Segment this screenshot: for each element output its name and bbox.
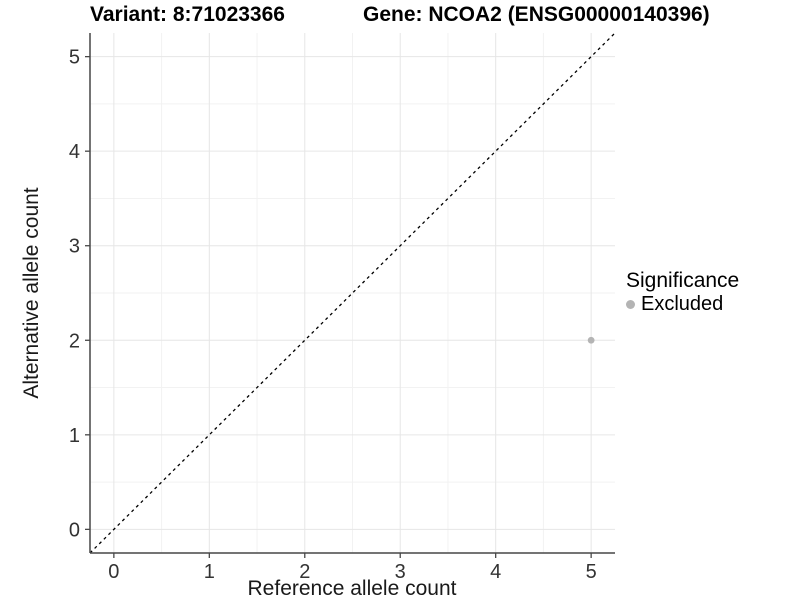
legend-entry-label: Excluded	[641, 293, 724, 315]
x-tick-label: 1	[204, 561, 215, 583]
y-tick-label: 4	[69, 141, 80, 163]
plot-title-variant: Variant: 8:71023366	[90, 3, 285, 26]
x-axis-label: Reference allele count	[247, 577, 457, 600]
y-axis-label: Alternative allele count	[20, 187, 43, 399]
x-tick-label: 5	[586, 561, 597, 583]
y-tick-label: 3	[69, 236, 80, 258]
legend-key-dot-icon	[626, 299, 635, 309]
y-tick-label: 0	[69, 519, 80, 541]
x-tick-label: 2	[299, 561, 310, 583]
y-tick-label: 5	[69, 47, 80, 69]
plot-title-gene: Gene: NCOA2 (ENSG00000140396)	[363, 3, 710, 26]
legend-title: Significance	[626, 269, 740, 292]
data-point	[587, 336, 595, 344]
legend: Significance Excluded	[626, 269, 739, 315]
y-tick-label: 1	[69, 425, 80, 447]
legend-entry: Excluded	[626, 293, 739, 315]
y-tick-label: 2	[69, 330, 80, 352]
x-tick-label: 4	[490, 561, 501, 583]
x-tick-label: 0	[108, 561, 119, 583]
x-tick-label: 3	[395, 561, 406, 583]
